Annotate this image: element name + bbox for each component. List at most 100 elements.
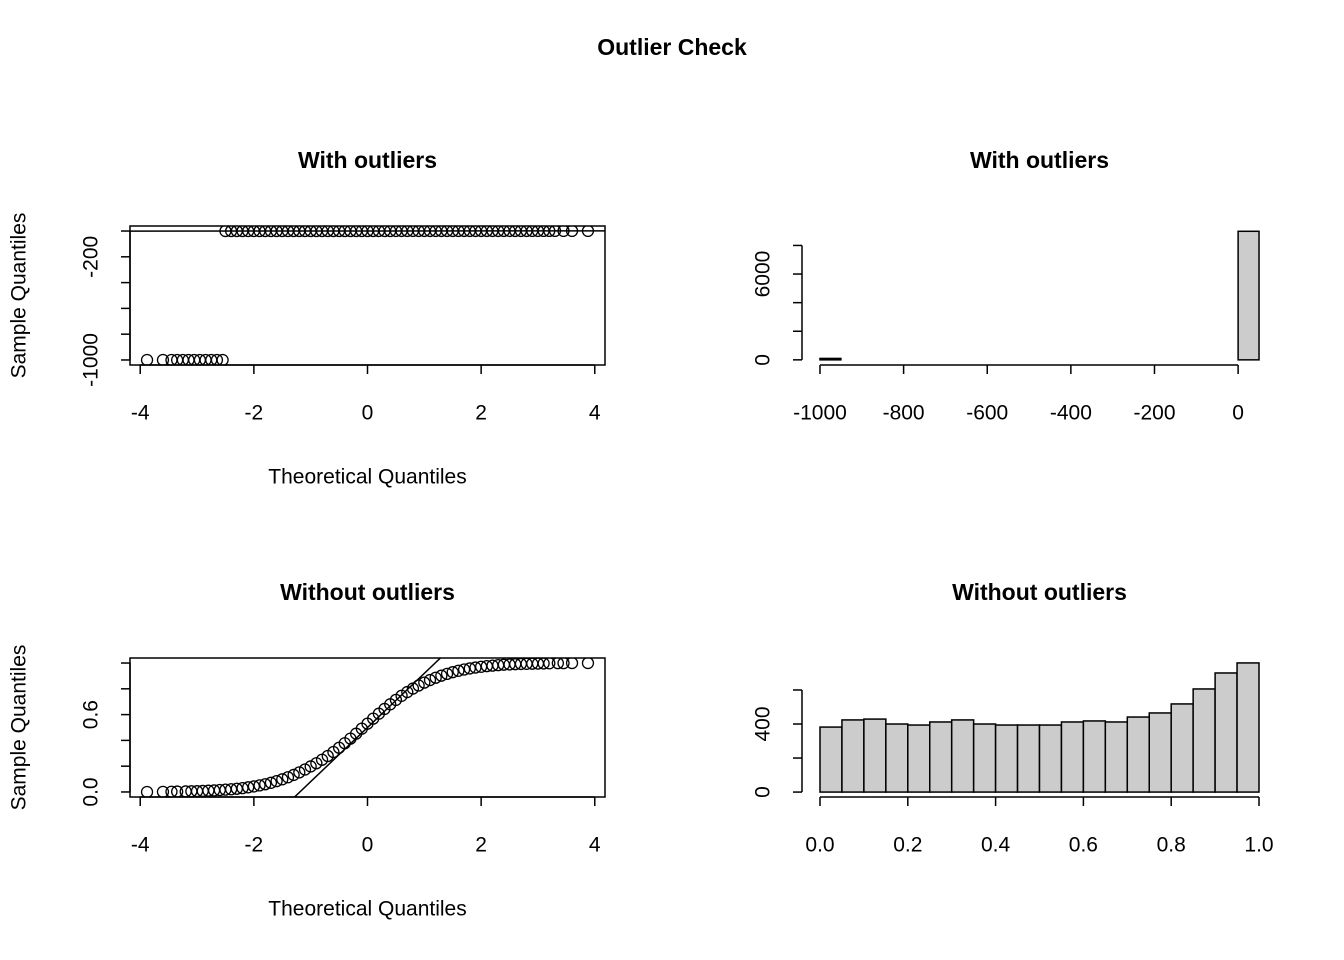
bar <box>950 719 975 793</box>
point <box>551 658 564 670</box>
x-tick-label: -1000 <box>793 402 847 425</box>
x-tick-label: 0.0 <box>805 834 834 857</box>
x-axis-label: Theoretical Quantiles <box>268 466 466 489</box>
point <box>165 785 178 797</box>
bar <box>972 723 997 793</box>
bar <box>1016 724 1041 793</box>
x-tick-label: 0.2 <box>893 834 922 857</box>
point <box>264 776 278 789</box>
point <box>242 781 255 794</box>
point <box>270 774 283 788</box>
figure-title: Outlier Check <box>597 34 747 60</box>
bar <box>1082 720 1107 793</box>
point <box>435 669 448 682</box>
y-tick-label: 0 <box>752 786 775 798</box>
x-tick-label: 0.6 <box>1069 834 1098 857</box>
point <box>210 353 224 365</box>
y-tick-label: 0 <box>752 354 775 366</box>
point <box>537 658 550 670</box>
x-tick-label: 0 <box>362 834 374 857</box>
x-tick-label: -600 <box>966 402 1008 425</box>
bar <box>863 718 887 793</box>
bar <box>885 723 909 793</box>
point <box>298 763 312 776</box>
bar <box>1192 688 1216 793</box>
point <box>171 785 184 797</box>
bar <box>1236 662 1260 793</box>
panel-title: With outliers <box>298 147 437 173</box>
x-tick-label: -2 <box>245 834 264 857</box>
point <box>418 676 431 689</box>
x-tick-label: -2 <box>245 402 264 425</box>
point <box>565 658 579 670</box>
bar <box>1104 721 1129 793</box>
x-tick-label: 4 <box>589 834 601 857</box>
point <box>423 673 437 687</box>
bar <box>1060 721 1085 793</box>
point <box>557 658 570 670</box>
point <box>140 785 154 797</box>
bar <box>1038 724 1063 793</box>
bar <box>994 724 1019 793</box>
y-tick-label: 0.0 <box>80 777 103 806</box>
y-axis-label: Sample Quantiles <box>8 213 31 379</box>
point <box>581 658 595 670</box>
y-tick-label: -1000 <box>80 333 103 387</box>
point <box>429 671 442 684</box>
x-tick-label: -800 <box>883 402 925 425</box>
x-tick-label: -4 <box>131 834 150 857</box>
panel-title: Without outliers <box>280 579 455 605</box>
y-tick-label: -200 <box>80 236 103 278</box>
x-tick-label: -4 <box>131 402 150 425</box>
point <box>253 779 266 792</box>
point <box>140 353 154 365</box>
x-axis-label: Theoretical Quantiles <box>268 898 466 921</box>
panel <box>130 226 605 365</box>
point <box>276 773 289 786</box>
x-tick-label: 4 <box>589 402 601 425</box>
x-tick-label: 2 <box>475 402 487 425</box>
point <box>452 664 465 677</box>
bar <box>1170 703 1194 793</box>
point <box>446 666 459 679</box>
bar <box>1126 716 1151 793</box>
plot-box <box>129 225 606 366</box>
panel <box>140 658 595 797</box>
point <box>287 768 300 782</box>
bar <box>1237 230 1260 361</box>
point <box>543 658 556 670</box>
point <box>156 785 170 797</box>
y-tick-label: 0.6 <box>80 700 103 729</box>
y-axis-label: Sample Quantiles <box>8 645 31 811</box>
y-tick-label: 6000 <box>752 251 775 298</box>
x-tick-label: -400 <box>1050 402 1092 425</box>
bar <box>1148 712 1172 793</box>
point <box>216 353 229 365</box>
bar <box>1214 672 1238 793</box>
point <box>281 771 295 784</box>
x-tick-label: 0.8 <box>1157 834 1186 857</box>
point <box>440 667 454 681</box>
panel-title: With outliers <box>970 147 1109 173</box>
point <box>156 353 170 365</box>
point <box>457 663 471 676</box>
bar <box>907 724 931 793</box>
point <box>259 778 272 791</box>
x-tick-label: 2 <box>475 834 487 857</box>
x-tick-label: 0 <box>362 402 374 425</box>
x-tick-label: -200 <box>1133 402 1175 425</box>
qq-line <box>293 658 442 797</box>
x-tick-label: 1.0 <box>1244 834 1273 857</box>
point <box>293 766 306 779</box>
bar <box>928 721 953 793</box>
panel-title: Without outliers <box>952 579 1127 605</box>
x-tick-label: 0 <box>1232 402 1244 425</box>
y-tick-label: 400 <box>752 706 775 741</box>
point <box>412 679 425 692</box>
bar <box>819 726 843 793</box>
bar <box>819 357 842 361</box>
point <box>247 780 261 793</box>
bar <box>841 719 865 793</box>
